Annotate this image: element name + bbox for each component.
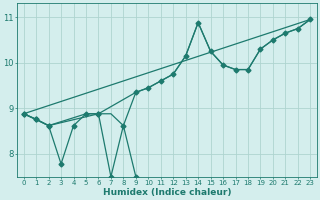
X-axis label: Humidex (Indice chaleur): Humidex (Indice chaleur) <box>103 188 231 197</box>
